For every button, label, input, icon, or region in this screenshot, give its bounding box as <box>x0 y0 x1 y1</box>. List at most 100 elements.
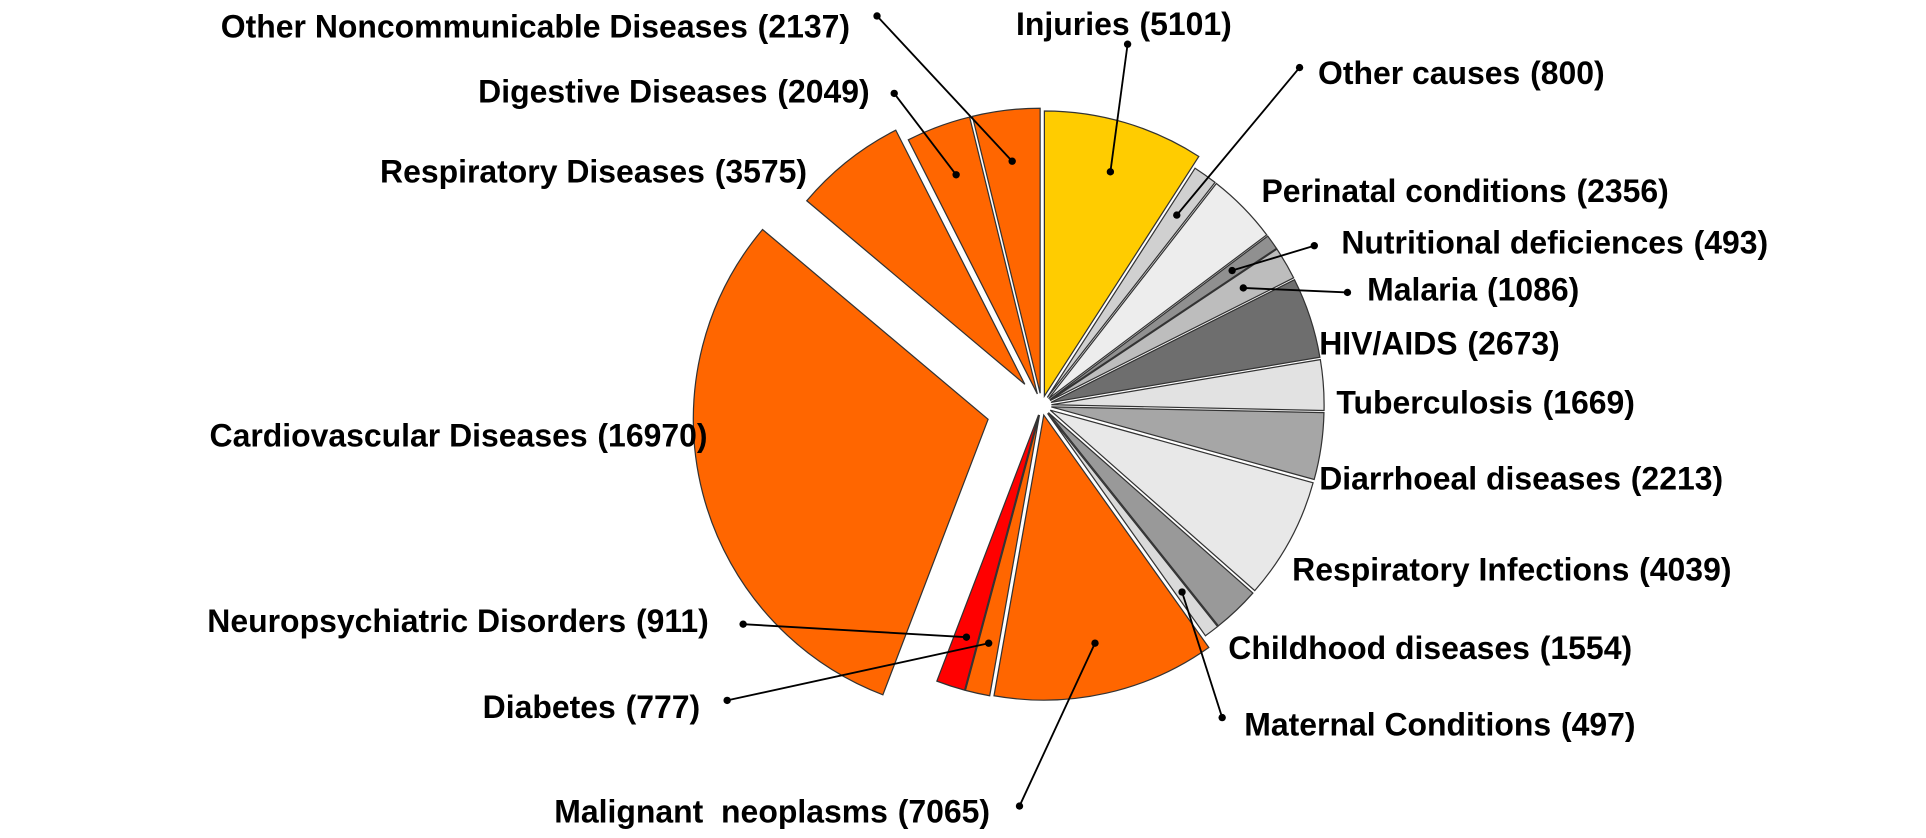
value-label: (497) <box>1561 707 1636 743</box>
pie-slice <box>907 116 1038 395</box>
leader-dot <box>723 696 731 705</box>
leader-line <box>1109 44 1129 172</box>
pie-slice <box>805 129 1026 385</box>
pie-slice <box>692 228 989 696</box>
category-name: Childhood diseases <box>1228 631 1530 667</box>
category-name: Malignant neoplasms <box>554 794 888 830</box>
category-name: Respiratory Diseases <box>380 154 705 190</box>
category-name: Malaria <box>1367 272 1477 308</box>
slices <box>692 107 1325 701</box>
category-name: Other Noncommunicable Diseases <box>221 9 748 45</box>
value-label: (2049) <box>777 74 869 110</box>
value-label: (3575) <box>715 154 807 190</box>
leader-dot <box>1295 63 1304 72</box>
leader-dot <box>1228 266 1236 275</box>
pie-slice <box>964 414 1041 697</box>
slice-label: Respiratory Infections (4039) <box>1292 552 1731 588</box>
leader-dot <box>873 12 881 20</box>
slice-label: Malignant neoplasms (7065) <box>554 794 990 830</box>
leader-dot <box>890 89 898 98</box>
category-name: Tuberculosis <box>1336 385 1532 421</box>
value-label: (2213) <box>1631 461 1723 497</box>
pie-slice <box>1048 182 1268 400</box>
leader-line <box>1231 244 1315 272</box>
category-name: Diarrhoeal diseases <box>1319 461 1621 497</box>
labels: Injuries (5101) Other causes (800) Perinatal… <box>207 6 1768 830</box>
slice-label: Tuberculosis (1669) <box>1336 385 1635 421</box>
value-label: (4039) <box>1639 552 1731 588</box>
leader-dot <box>1178 588 1186 596</box>
pie-slice <box>1051 406 1325 481</box>
value-label: (5101) <box>1139 6 1231 42</box>
leader-dot <box>1310 242 1318 250</box>
pie-slice <box>971 107 1041 394</box>
category-name: Diabetes <box>483 690 616 726</box>
leader-dot <box>1091 639 1099 647</box>
slice-label: Maternal Conditions (497) <box>1244 707 1635 743</box>
category-name: Neuropsychiatric Disorders <box>207 604 626 640</box>
slice-label: Childhood diseases (1554) <box>1228 631 1632 667</box>
pie-slice <box>1043 110 1200 399</box>
category-name: Perinatal conditions <box>1261 174 1566 210</box>
slice-label: Diarrhoeal diseases (2213) <box>1319 461 1723 497</box>
leader-line <box>876 15 1013 162</box>
value-label: (2356) <box>1576 174 1668 210</box>
leader-dot <box>1123 40 1132 48</box>
value-label: (16970) <box>597 418 707 454</box>
category-name: Nutritional deficiences <box>1341 225 1683 261</box>
slice-label: Malaria (1086) <box>1367 272 1579 308</box>
leader-dot <box>1173 211 1181 219</box>
category-name: Other causes <box>1318 56 1520 92</box>
pie-slice <box>1047 412 1254 627</box>
leader-dot <box>952 171 960 179</box>
pie-slice <box>936 414 1040 691</box>
leader-dot <box>1239 284 1247 292</box>
leader-line <box>1243 287 1348 294</box>
slice-label: Neuropsychiatric Disorders (911) <box>207 604 708 640</box>
value-label: (800) <box>1530 56 1605 92</box>
slice-label: Diabetes (777) <box>483 690 700 726</box>
pie-slice <box>1049 248 1295 402</box>
category-name: HIV/AIDS <box>1319 326 1457 362</box>
pie-slice <box>1051 358 1325 412</box>
leader-dot <box>1343 288 1352 297</box>
slice-label: Other Noncommunicable Diseases (2137) <box>221 9 850 45</box>
pie-slice <box>1046 167 1216 398</box>
slice-label: Nutritional deficiences (493) <box>1341 225 1768 261</box>
slice-label: Cardiovascular Diseases (16970) <box>210 418 708 454</box>
value-label: (2673) <box>1467 326 1559 362</box>
leader-dot <box>962 633 971 641</box>
value-label: (2137) <box>758 9 850 45</box>
slice-label: Injuries (5101) <box>1016 6 1232 42</box>
value-label: (911) <box>636 604 709 640</box>
pie-slice <box>993 413 1210 701</box>
leader-dot <box>984 639 993 647</box>
leader-dot <box>1008 157 1016 165</box>
slice-label: HIV/AIDS (2673) <box>1319 326 1560 362</box>
leader-line <box>1181 591 1224 718</box>
slice-label: Digestive Diseases (2049) <box>478 74 869 110</box>
leader-line <box>743 623 967 639</box>
pie-slice <box>1049 409 1314 592</box>
leader-line <box>893 92 957 176</box>
value-label: (1086) <box>1487 272 1579 308</box>
value-label: (493) <box>1694 225 1769 261</box>
leader-dot <box>1218 713 1226 722</box>
leader-dot <box>739 620 747 628</box>
category-name: Digestive Diseases <box>478 74 767 110</box>
value-label: (1554) <box>1540 631 1632 667</box>
leader-line <box>726 642 989 702</box>
category-name: Maternal Conditions <box>1244 707 1551 743</box>
leader-line <box>1018 642 1096 807</box>
pie-slice <box>1049 235 1278 401</box>
category-name: Respiratory Infections <box>1292 552 1629 588</box>
slice-label: Respiratory Diseases (3575) <box>380 154 807 190</box>
pie-slice <box>1047 412 1219 637</box>
pie-slice <box>1050 278 1321 404</box>
leader-line <box>1176 66 1301 216</box>
slice-label: Other causes (800) <box>1318 56 1605 92</box>
value-label: (777) <box>626 690 701 726</box>
category-name: Cardiovascular Diseases <box>210 418 588 454</box>
value-label: (1669) <box>1543 385 1635 421</box>
